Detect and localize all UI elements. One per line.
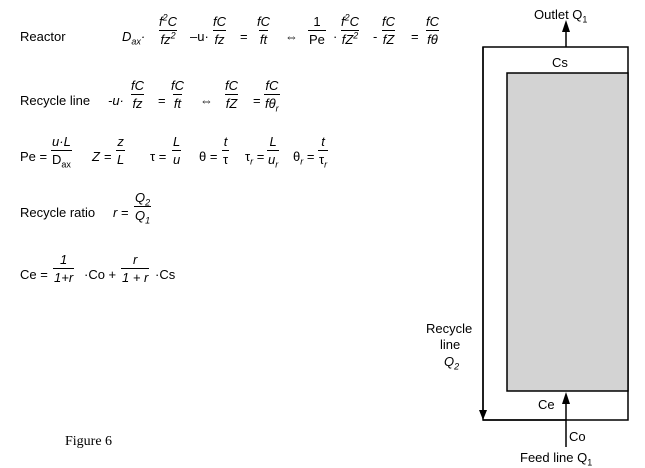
outlet-arrow — [562, 20, 570, 32]
reactor-bed — [506, 72, 629, 392]
recycle-label-1: Recycle — [426, 321, 473, 336]
recycle-label-3: Q2 — [444, 354, 460, 372]
outlet-label: Outlet Q1 — [534, 7, 588, 25]
recycle-label-2: line — [440, 337, 461, 352]
feed-arrow — [562, 392, 570, 404]
cs-label: Cs — [552, 55, 568, 70]
recycle-arrow-down — [479, 410, 487, 420]
co-label: Co — [569, 429, 586, 444]
figure-caption: Figure 6 — [65, 434, 113, 449]
reactor-label: Reactor — [20, 29, 66, 44]
feed-label: Feed line Q1 — [520, 450, 593, 468]
recycle-ratio-label: Recycle ratio — [20, 205, 96, 220]
ce-label: Ce — [538, 397, 555, 412]
recycle-line-label: Recycle line — [20, 93, 91, 108]
